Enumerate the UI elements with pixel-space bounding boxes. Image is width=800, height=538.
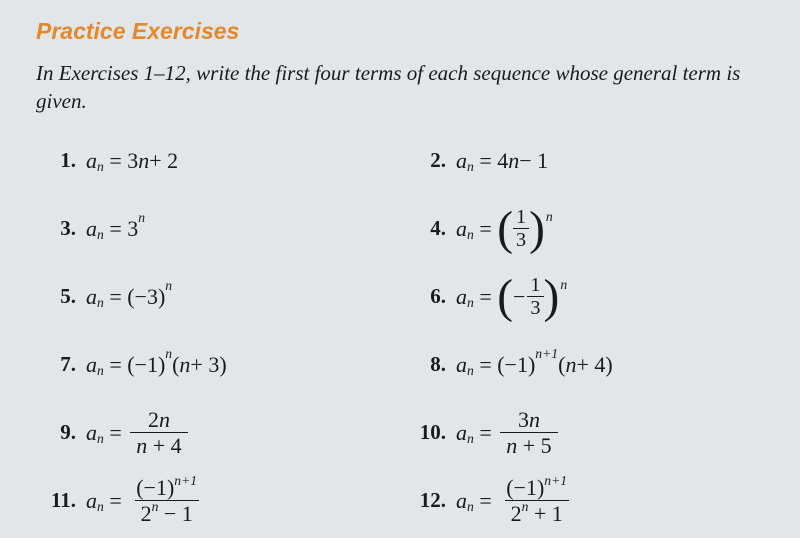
- exercise-formula: an = 3n: [86, 216, 145, 242]
- section-heading: Practice Exercises: [36, 18, 764, 45]
- exercise-formula: an = 3n n + 5: [456, 408, 561, 457]
- exercise-item: 10.an = 3n n + 5: [414, 406, 764, 460]
- exercise-formula: an = (−3)n: [86, 284, 172, 310]
- exercise-formula: an = (−1)n+1 2n − 1: [86, 476, 206, 525]
- exercise-number: 2.: [414, 148, 456, 173]
- exercise-number: 10.: [414, 420, 456, 445]
- exercise-formula: an = 3n + 2: [86, 148, 178, 174]
- exercise-item: 9.an = 2n n + 4: [44, 406, 394, 460]
- exercise-item: 8.an = (−1)n+1(n + 4): [414, 338, 764, 392]
- exercise-item: 12.an = (−1)n+1 2n + 1: [414, 474, 764, 528]
- exercise-formula: an = (−1)n+1 2n + 1: [456, 476, 576, 525]
- exercise-number: 11.: [44, 488, 86, 513]
- exercise-number: 12.: [414, 488, 456, 513]
- exercise-grid: 1.an = 3n + 22.an = 4n − 13.an = 3n4.an …: [36, 134, 764, 528]
- exercise-item: 5.an = (−3)n: [44, 270, 394, 324]
- exercise-item: 2.an = 4n − 1: [414, 134, 764, 188]
- exercise-formula: an = (−1)n(n + 3): [86, 352, 227, 378]
- exercise-number: 4.: [414, 216, 456, 241]
- exercise-number: 7.: [44, 352, 86, 377]
- exercise-item: 11.an = (−1)n+1 2n − 1: [44, 474, 394, 528]
- exercise-number: 9.: [44, 420, 86, 445]
- exercise-number: 3.: [44, 216, 86, 241]
- exercise-item: 7.an = (−1)n(n + 3): [44, 338, 394, 392]
- instructions-text: In Exercises 1–12, write the first four …: [36, 59, 764, 116]
- exercise-item: 1.an = 3n + 2: [44, 134, 394, 188]
- exercise-item: 3.an = 3n: [44, 202, 394, 256]
- exercise-item: 4.an = ( 13 ) n: [414, 202, 764, 256]
- exercise-formula: an = (−1)n+1(n + 4): [456, 352, 613, 378]
- exercise-formula: an = ( 13 ) n: [456, 207, 553, 250]
- exercise-number: 1.: [44, 148, 86, 173]
- exercise-item: 6.an = ( − 13 ) n: [414, 270, 764, 324]
- exercise-formula: an = 4n − 1: [456, 148, 548, 174]
- exercise-number: 8.: [414, 352, 456, 377]
- exercise-number: 6.: [414, 284, 456, 309]
- exercise-number: 5.: [44, 284, 86, 309]
- exercise-formula: an = ( − 13 ) n: [456, 275, 567, 318]
- exercise-formula: an = 2n n + 4: [86, 408, 191, 457]
